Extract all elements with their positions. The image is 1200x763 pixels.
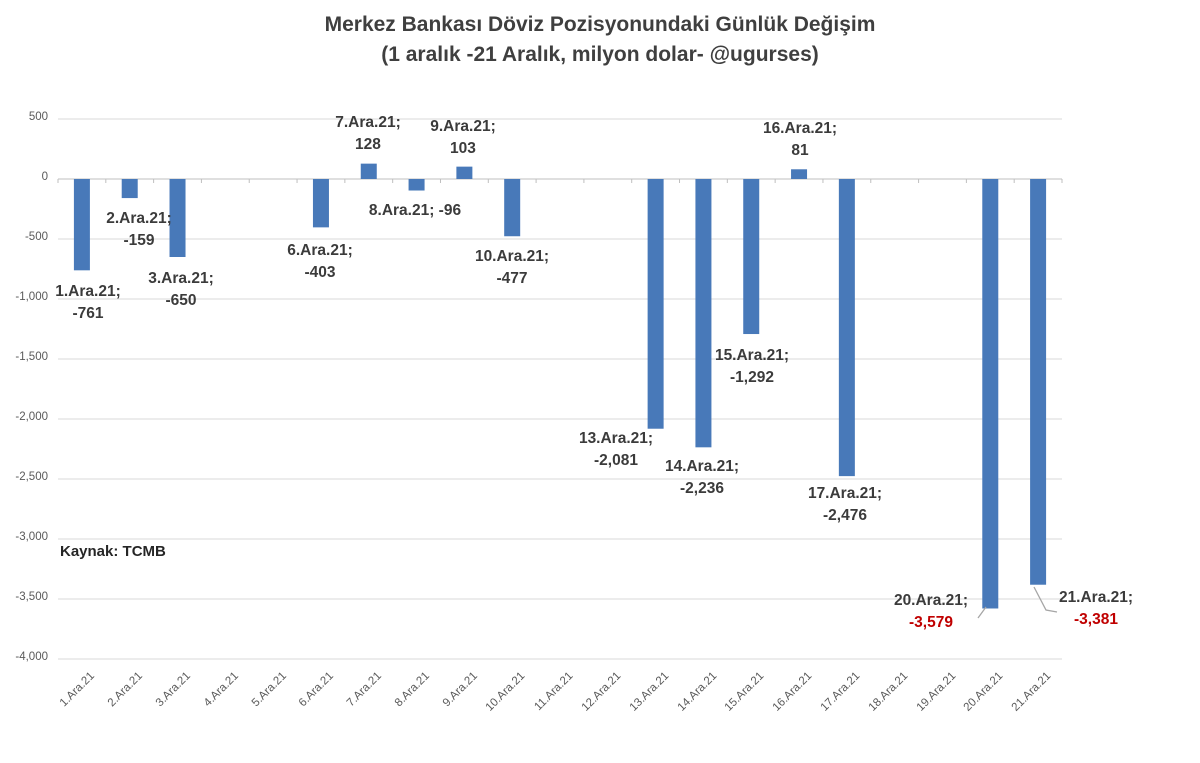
data-label: 20.Ara.21; -3,579 — [894, 590, 968, 634]
data-label-line: 10.Ara.21; — [474, 248, 550, 265]
leader-line — [1033, 586, 1058, 613]
data-label: 6.Ara.21; -403 — [287, 240, 352, 284]
y-axis-tick-label: 500 — [28, 111, 48, 123]
data-label-line: 15.Ara.21; — [714, 347, 790, 364]
data-label: 7.Ara.21; 128 — [335, 112, 400, 156]
leader-line — [977, 606, 987, 619]
bar-2.Ara.21 — [121, 179, 138, 199]
y-axis-tick-label: -3,500 — [15, 591, 48, 603]
data-label-line: -159 — [123, 232, 155, 249]
data-label-line: 81 — [791, 142, 809, 159]
y-axis-tick-label: -1,500 — [15, 351, 48, 363]
data-label-line: 6.Ara.21; — [287, 242, 353, 259]
data-label: 9.Ara.21; 103 — [430, 116, 495, 160]
data-label-line: 7.Ara.21; — [335, 114, 401, 131]
data-label-line: -2,476 — [823, 507, 867, 524]
data-label-line: 2.Ara.21; — [106, 210, 172, 227]
data-label-line: -1,292 — [730, 369, 774, 386]
bar-16.Ara.21 — [791, 169, 808, 179]
bar-15.Ara.21 — [743, 179, 760, 335]
data-label-line: 128 — [355, 136, 381, 153]
data-label-line: -650 — [165, 292, 197, 309]
bar-1.Ara.21 — [73, 179, 90, 271]
bar-17.Ara.21 — [838, 179, 855, 477]
data-label: 2.Ara.21; -159 — [106, 208, 171, 252]
bar-3.Ara.21 — [169, 179, 186, 257]
data-label: 17.Ara.21; -2,476 — [808, 483, 882, 527]
data-label: 21.Ara.21; -3,381 — [1059, 587, 1133, 631]
data-label-line: 13.Ara.21; — [578, 430, 654, 447]
y-axis-tick-label: -2,500 — [15, 471, 48, 483]
bar-6.Ara.21 — [312, 179, 329, 228]
chart-title-line2: (1 aralık -21 Aralık, milyon dolar- @ugu… — [381, 43, 819, 66]
bar-9.Ara.21 — [456, 166, 473, 179]
bar-7.Ara.21 — [360, 163, 377, 179]
y-axis-tick-label: -3,000 — [15, 531, 48, 543]
data-label: 10.Ara.21; -477 — [475, 246, 549, 290]
data-label: 15.Ara.21; -1,292 — [715, 345, 789, 389]
y-axis-tick-label: -1,000 — [15, 291, 48, 303]
source-note: Kaynak: TCMB — [60, 543, 166, 560]
data-label-line: 103 — [450, 140, 476, 157]
bar-8.Ara.21 — [408, 179, 425, 191]
data-label-line: -761 — [72, 305, 104, 322]
data-label-line: 9.Ara.21; — [430, 118, 496, 135]
data-label-line: 8.Ara.21; -96 — [368, 202, 462, 219]
y-axis-tick-label: -4,000 — [15, 651, 48, 663]
data-label: 13.Ara.21; -2,081 — [579, 428, 653, 472]
bar-20.Ara.21 — [982, 179, 999, 609]
bar-21.Ara.21 — [1030, 179, 1047, 585]
data-label-line: -477 — [496, 270, 528, 287]
data-label-line: 14.Ara.21; — [664, 458, 740, 475]
chart-title: Merkez Bankası Döviz Pozisyonundaki Günl… — [0, 10, 1200, 70]
data-label-line: -3,381 — [1074, 611, 1118, 628]
data-label: 16.Ara.21; 81 — [763, 118, 837, 162]
data-label: 8.Ara.21; -96 — [369, 200, 461, 222]
data-label: 3.Ara.21; -650 — [148, 268, 213, 312]
bar-14.Ara.21 — [695, 179, 712, 448]
y-axis-tick-label: 0 — [41, 171, 48, 183]
data-label-line: 21.Ara.21; — [1058, 589, 1134, 606]
data-label-line: -403 — [304, 264, 336, 281]
data-label-line: 20.Ara.21; — [893, 592, 969, 609]
data-label: 14.Ara.21; -2,236 — [665, 456, 739, 500]
data-label-line: 3.Ara.21; — [148, 270, 214, 287]
bar-13.Ara.21 — [647, 179, 664, 429]
y-axis-tick-label: -2,000 — [15, 411, 48, 423]
data-label-line: 1.Ara.21; — [55, 283, 121, 300]
data-label-line: 16.Ara.21; — [762, 120, 838, 137]
data-label: 1.Ara.21; -761 — [55, 281, 120, 325]
data-label-line: -2,236 — [680, 480, 724, 497]
data-label-line: -3,579 — [909, 614, 953, 631]
data-label-line: 17.Ara.21; — [807, 485, 883, 502]
chart-title-line1: Merkez Bankası Döviz Pozisyonundaki Günl… — [324, 13, 876, 36]
data-label-line: -2,081 — [594, 452, 638, 469]
bar-10.Ara.21 — [504, 179, 521, 237]
y-axis-tick-label: -500 — [24, 231, 48, 243]
